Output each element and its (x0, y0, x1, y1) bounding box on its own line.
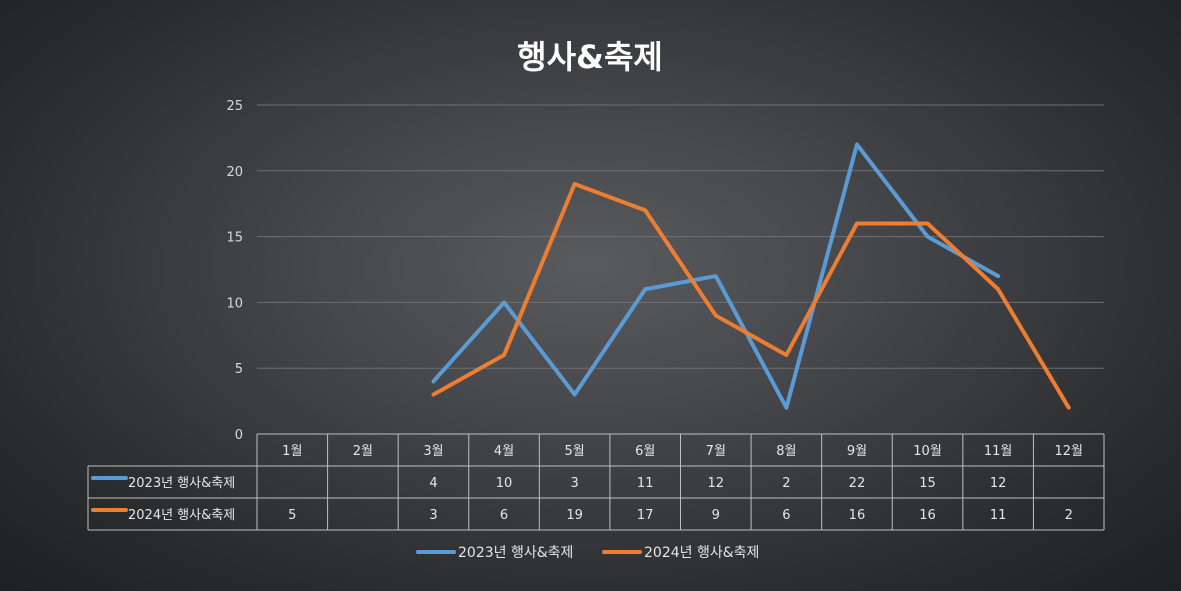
x-tick-label: 2월 (353, 444, 373, 459)
y-tick-label: 15 (226, 231, 243, 246)
series-lines (431, 142, 1071, 410)
y-tick-label: 20 (226, 165, 243, 180)
data-label: 12 (708, 476, 725, 491)
table-series-name: 2023년 행사&축제 (128, 475, 235, 491)
data-label: 5 (288, 508, 296, 523)
y-tick-label: 10 (226, 296, 243, 311)
legend: 2023년 행사&축제 2024년 행사&축제 (416, 545, 759, 561)
table-series-name: 2024년 행사&축제 (128, 507, 235, 523)
data-label: 10 (496, 476, 513, 491)
grid-lines (257, 104, 1104, 369)
x-tick-label: 3월 (423, 444, 443, 459)
data-label: 16 (849, 508, 866, 523)
y-axis-ticks: 0 5 10 15 20 25 (226, 99, 243, 443)
chart-title: 행사&축제 (517, 38, 663, 76)
data-label: 11 (990, 508, 1007, 523)
data-label: 2 (1065, 508, 1073, 523)
data-table: 1월 2월 3월 4월 5월 6월 7월 8월 9월 10월 11월 12월 2023년 행사&축제 4 1… (87, 433, 1105, 531)
x-tick-label: 6월 (635, 444, 655, 459)
data-label: 15 (919, 476, 936, 491)
x-tick-label: 1월 (282, 444, 302, 459)
x-tick-label: 7월 (706, 444, 726, 459)
data-label: 3 (570, 476, 578, 491)
data-label: 4 (429, 476, 437, 491)
x-tick-label: 5월 (565, 444, 585, 459)
x-tick-label: 11월 (984, 444, 1013, 459)
legend-label: 2024년 행사&축제 (644, 545, 759, 561)
y-tick-label: 0 (235, 428, 243, 443)
data-label: 6 (500, 508, 508, 523)
x-tick-label: 10월 (913, 444, 942, 459)
x-tick-label: 9월 (847, 444, 867, 459)
data-label: 19 (566, 508, 583, 523)
data-label: 3 (429, 508, 437, 523)
x-tick-label: 4월 (494, 444, 514, 459)
data-label: 2 (782, 476, 790, 491)
data-label: 22 (849, 476, 866, 491)
legend-label: 2023년 행사&축제 (458, 545, 573, 561)
data-label: 17 (637, 508, 654, 523)
y-tick-label: 25 (226, 99, 243, 114)
data-label: 11 (637, 476, 654, 491)
x-tick-label: 12월 (1054, 444, 1083, 459)
series-line-2 (431, 181, 1071, 410)
series-line-1 (431, 142, 1001, 410)
x-tick-label: 8월 (776, 444, 796, 459)
data-label: 9 (712, 508, 720, 523)
data-label: 12 (990, 476, 1007, 491)
data-label: 16 (919, 508, 936, 523)
data-label: 6 (782, 508, 790, 523)
y-tick-label: 5 (235, 362, 243, 377)
